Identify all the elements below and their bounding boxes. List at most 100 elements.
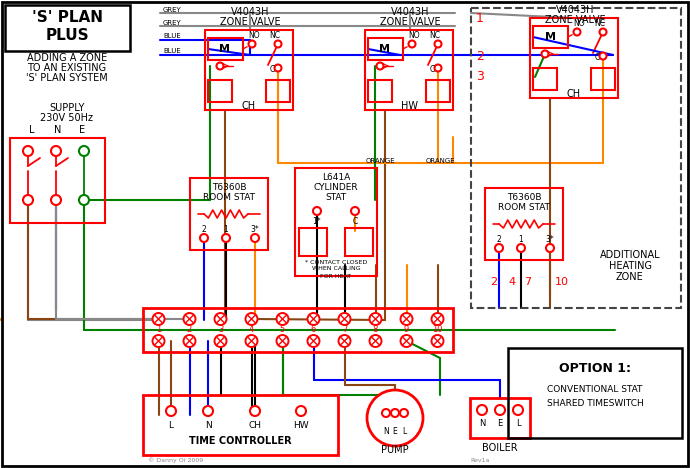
Circle shape [222,234,230,242]
Text: TIME CONTROLLER: TIME CONTROLLER [188,436,291,446]
Text: PUMP: PUMP [381,445,408,455]
Text: 3: 3 [476,71,484,83]
Circle shape [184,313,195,325]
Text: 1: 1 [224,225,228,234]
Text: NC: NC [594,20,605,29]
Text: C: C [270,65,275,73]
Bar [426,80,450,102]
Circle shape [275,65,282,72]
Text: N: N [383,427,389,437]
Bar [533,26,568,48]
Circle shape [370,313,382,325]
Text: ZONE VALVE: ZONE VALVE [380,17,440,27]
Circle shape [477,405,487,415]
Bar [295,168,377,276]
Circle shape [351,207,359,215]
Bar [208,38,243,60]
Text: 10: 10 [555,277,569,287]
Circle shape [23,195,33,205]
Text: ADDITIONAL: ADDITIONAL [600,250,660,260]
Text: BLUE: BLUE [163,33,181,39]
Text: T6360B: T6360B [212,183,246,191]
Circle shape [79,195,89,205]
Text: 10: 10 [432,326,443,335]
Text: HW: HW [293,421,309,430]
Circle shape [51,146,61,156]
Circle shape [308,335,319,347]
Bar [368,38,403,60]
Circle shape [152,313,164,325]
Circle shape [431,335,444,347]
Circle shape [435,41,442,47]
Text: 1: 1 [519,234,524,243]
Text: 4: 4 [249,326,254,335]
Text: 1: 1 [476,12,484,24]
Text: 230V 50Hz: 230V 50Hz [41,113,94,123]
Circle shape [573,29,580,36]
Text: ZONE VALVE: ZONE VALVE [544,15,605,25]
Text: T6360B: T6360B [506,192,541,202]
Circle shape [277,313,288,325]
Circle shape [215,335,226,347]
Bar [345,228,373,256]
Text: C: C [353,217,357,226]
Circle shape [391,409,399,417]
Bar [508,348,682,438]
Text: * CONTACT CLOSED: * CONTACT CLOSED [305,259,367,264]
Circle shape [203,406,213,416]
Text: CH: CH [567,89,581,99]
Circle shape [250,406,260,416]
Text: NO: NO [248,31,259,41]
Text: M: M [544,32,555,42]
Text: SHARED TIMESWITCH: SHARED TIMESWITCH [546,400,643,409]
Circle shape [600,29,607,36]
Text: OPTION 1:: OPTION 1: [559,361,631,374]
Bar [470,398,530,438]
Text: 1: 1 [156,326,161,335]
Bar [533,68,557,90]
Circle shape [51,195,61,205]
Text: TO AN EXISTING: TO AN EXISTING [28,63,106,73]
Text: STAT: STAT [326,192,346,202]
Circle shape [546,244,554,252]
Text: NO: NO [408,31,420,41]
Circle shape [152,335,164,347]
Text: GREY: GREY [163,7,181,13]
Bar [190,178,268,250]
Circle shape [400,313,413,325]
Bar [5,5,130,51]
Text: V4043H: V4043H [555,5,594,15]
Bar [530,18,618,98]
Text: 2: 2 [490,277,497,287]
Text: 'S' PLAN SYSTEM: 'S' PLAN SYSTEM [26,73,108,83]
Text: N: N [55,125,61,135]
Text: M: M [380,44,391,54]
Circle shape [382,409,390,417]
Circle shape [217,63,224,70]
Circle shape [277,335,288,347]
Circle shape [495,405,505,415]
Text: C: C [430,65,435,73]
Circle shape [79,146,89,156]
Circle shape [275,41,282,47]
Text: ZONE VALVE: ZONE VALVE [219,17,280,27]
Circle shape [600,52,607,59]
Text: 3*: 3* [250,225,259,234]
Text: C: C [595,52,600,61]
Circle shape [513,405,523,415]
Text: CH: CH [248,421,262,430]
Text: 6: 6 [310,326,316,335]
Circle shape [248,41,255,47]
Text: L: L [29,125,34,135]
Text: N: N [205,421,211,430]
Text: V4043H: V4043H [230,7,269,17]
Text: CH: CH [242,101,256,111]
Circle shape [400,409,408,417]
Text: 4: 4 [508,277,515,287]
Circle shape [377,63,384,70]
Circle shape [400,335,413,347]
Bar [208,80,232,102]
Bar [10,138,105,223]
Bar [485,188,563,260]
Text: NO: NO [573,20,584,29]
